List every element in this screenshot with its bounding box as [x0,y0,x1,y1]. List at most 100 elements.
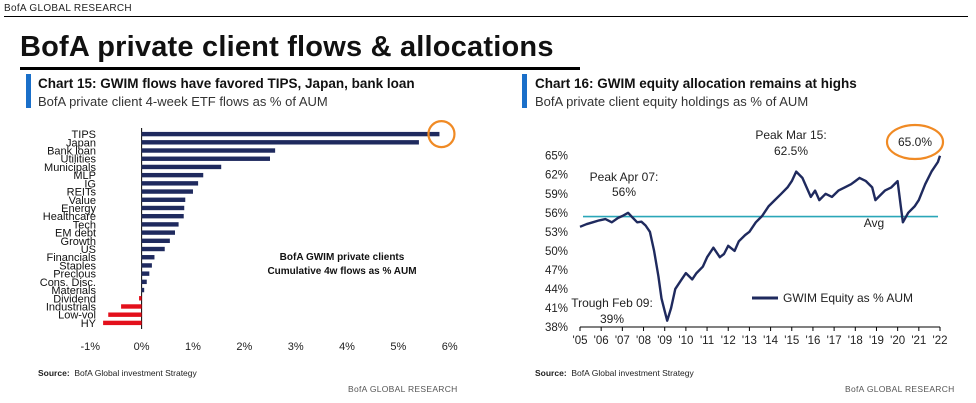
equity-series-line [579,155,942,322]
line-x-tick: '22 [933,335,948,347]
bar-3 [141,156,270,161]
bar-category-label: REITs [67,187,97,199]
line-x-tick: '18 [848,335,863,347]
bar-19 [141,287,145,293]
bar-20 [139,296,142,301]
bar-12 [141,230,175,235]
bar-annotation-line2: Cumulative 4w flows as % AUM [267,266,416,277]
left-accent-bar [26,74,31,108]
bar-category-label: Bank loan [47,146,96,158]
avg-label: Avg [864,216,884,230]
line-x-tick: '17 [827,335,842,347]
peak15-label: Peak Mar 15: [755,128,826,142]
bar-13 [141,238,170,244]
top-bar-highlight [427,120,456,149]
bar-category-label: Growth [61,236,96,248]
line-x-tick: '13 [742,335,757,347]
line-x-tick: '15 [784,335,799,347]
bar-x-tick: 6% [442,341,458,353]
bar-14 [141,246,165,252]
bar-10 [141,213,184,219]
bar-4 [141,164,222,170]
bar-21 [121,304,142,309]
line-y-tick: 65% [545,151,568,163]
line-x-tick: '12 [721,335,736,347]
line-y-tick: 59% [545,189,568,201]
bar-category-label: TIPS [72,129,96,141]
header-rule [4,16,968,17]
bar-category-label: Dividend [53,293,96,305]
bar-1 [141,140,419,145]
bar-category-label: Low-vol [58,310,96,322]
line-y-tick: 56% [545,208,568,220]
bar-18 [141,279,147,285]
right-chart-subtitle: BofA private client equity holdings as %… [535,94,809,109]
bar-category-label: HY [81,318,97,330]
legend-label: GWIM Equity as % AUM [783,291,913,305]
bar-category-label: Industrials [46,301,97,313]
bar-23 [103,320,142,326]
line-y-tick: 38% [545,322,568,334]
equity-line-chart: 65% 62% 59% 56% 53% 50% 47% 44% 41% 38% '05 '06 '07 '… [545,123,948,347]
peak07-label: Peak Apr 07: [590,170,659,184]
bar-5 [141,172,204,178]
bar-category-label: Healthcare [43,211,96,223]
line-x-tick: '11 [700,335,714,347]
line-x-tick: '07 [615,335,630,347]
bar-x-tick: -1% [80,341,100,353]
trough-value: 39% [600,312,624,326]
right-chart-title: Chart 16: GWIM equity allocation remains… [535,76,857,91]
bar-category-label: IG [84,178,96,190]
right-source: Source: BofA Global investment Strategy [535,368,694,378]
bar-category-label: Precious [53,269,96,281]
bar-category-label: MLP [73,170,96,182]
bar-category-label: Value [69,195,96,207]
bar-17 [141,271,150,276]
current-value-highlight [885,123,945,161]
bar-x-tick: 4% [339,341,355,353]
bar-8 [141,197,186,202]
bar-category-label: Financials [46,252,96,264]
line-y-tick: 62% [545,170,568,182]
line-x-tick: '06 [594,335,609,347]
line-x-tick: '08 [636,335,651,347]
peak07-value: 56% [612,185,636,199]
bar-annotation-line1: BofA GWIM private clients [280,252,405,263]
line-y-tick: 53% [545,227,568,239]
bar-9 [141,205,185,211]
line-x-tick: '21 [911,335,926,347]
line-x-tick: '10 [678,335,693,347]
bar-x-tick: 3% [288,341,304,353]
left-chart-title: Chart 15: GWIM flows have favored TIPS, … [38,76,415,91]
bar-11 [141,222,179,227]
line-x-tick: '05 [573,335,588,347]
line-x-tick: '19 [869,335,884,347]
left-footer-brand: BofA GLOBAL RESEARCH [348,384,458,394]
line-x-tick: '20 [890,335,905,347]
bar-category-label: Tech [73,219,96,231]
line-y-tick: 44% [545,284,568,296]
left-source: Source: BofA Global investment Strategy [38,368,197,378]
bar-x-tick: 5% [390,341,406,353]
bar-2 [141,148,276,153]
peak15-value: 62.5% [774,144,808,158]
bar-category-label: Japan [66,137,96,149]
line-y-tick: 50% [545,246,568,258]
right-accent-bar [522,74,527,108]
bar-category-label: Energy [61,203,96,215]
title-underline [20,67,580,70]
current-value-label: 65.0% [898,135,932,149]
bar-x-tick: 1% [185,341,201,353]
left-chart-subtitle: BofA private client 4-week ETF flows as … [38,94,328,109]
right-footer-brand: BofA GLOBAL RESEARCH [845,384,955,394]
bar-category-label: Municipals [44,162,96,174]
bar-category-label: Utilities [61,154,97,166]
bar-category-label: US [81,244,96,256]
bar-0 [141,131,440,137]
bar-category-label: Cons. Disc. [40,277,96,289]
header-brand: BofA GLOBAL RESEARCH [4,3,132,14]
trough-label: Trough Feb 09: [571,296,653,310]
line-y-tick: 41% [545,303,568,315]
bar-x-tick: 2% [236,341,252,353]
